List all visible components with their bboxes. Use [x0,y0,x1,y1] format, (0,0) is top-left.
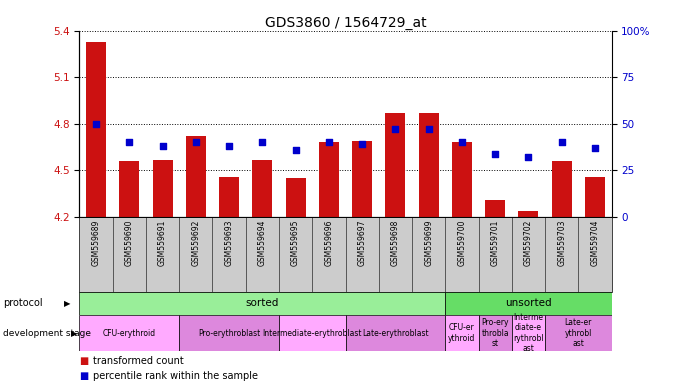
Point [91,121,102,127]
Point [257,139,268,146]
Bar [252,159,272,217]
Bar [452,142,472,217]
Text: Late-er
ythrobl
ast: Late-er ythrobl ast [565,318,592,348]
Point [124,139,135,146]
Text: GSM559697: GSM559697 [358,219,367,266]
Text: Pro-ery
throbla
st: Pro-ery throbla st [482,318,509,348]
Text: GSM559700: GSM559700 [457,219,466,266]
Bar [179,315,279,351]
Text: Pro-erythroblast: Pro-erythroblast [198,329,261,338]
Bar [219,177,239,217]
Text: transformed count: transformed count [93,356,184,366]
Point [290,147,301,153]
Bar [445,315,478,351]
Text: GSM559698: GSM559698 [391,219,400,266]
Bar [120,161,140,217]
Text: GSM559689: GSM559689 [92,219,101,266]
Bar [79,315,179,351]
Text: ▶: ▶ [71,329,78,338]
Text: percentile rank within the sample: percentile rank within the sample [93,371,258,381]
Bar [585,177,605,217]
Text: GSM559690: GSM559690 [125,219,134,266]
Bar [285,178,305,217]
Bar [478,315,512,351]
Bar [445,292,612,315]
Bar [319,142,339,217]
Bar [386,113,406,217]
Text: protocol: protocol [3,298,43,308]
Bar [518,211,538,217]
Text: GSM559694: GSM559694 [258,219,267,266]
Text: GSM559692: GSM559692 [191,219,200,266]
Bar [186,136,206,217]
Text: Late-erythroblast: Late-erythroblast [362,329,428,338]
Text: CFU-er
ythroid: CFU-er ythroid [448,323,475,343]
Text: ▶: ▶ [64,299,71,308]
Bar [512,315,545,351]
Point [490,151,501,157]
Point [556,139,567,146]
Text: GSM559696: GSM559696 [324,219,333,266]
Bar [153,159,173,217]
Text: GSM559695: GSM559695 [291,219,300,266]
Text: ■: ■ [79,356,88,366]
Text: GSM559693: GSM559693 [225,219,234,266]
Bar [352,141,372,217]
Bar [485,200,505,217]
Point [456,139,467,146]
Text: unsorted: unsorted [505,298,551,308]
Point [190,139,201,146]
Point [157,143,168,149]
Point [523,154,534,161]
Point [224,143,235,149]
Text: GSM559704: GSM559704 [590,219,599,266]
Text: GSM559691: GSM559691 [158,219,167,266]
Text: Interme
diate-e
rythrobl
ast: Interme diate-e rythrobl ast [513,313,544,353]
Bar [79,292,445,315]
Text: GSM559701: GSM559701 [491,219,500,266]
Point [323,139,334,146]
Point [357,141,368,147]
Text: GSM559699: GSM559699 [424,219,433,266]
Bar [346,315,445,351]
Text: development stage: development stage [3,329,91,338]
Text: ■: ■ [79,371,88,381]
Bar [419,113,439,217]
Title: GDS3860 / 1564729_at: GDS3860 / 1564729_at [265,16,426,30]
Text: sorted: sorted [246,298,279,308]
Bar [545,315,612,351]
Text: GSM559703: GSM559703 [557,219,566,266]
Point [423,126,434,132]
Bar [86,41,106,217]
Text: GSM559702: GSM559702 [524,219,533,266]
Point [589,145,600,151]
Bar [279,315,346,351]
Text: Intermediate-erythroblast: Intermediate-erythroblast [263,329,362,338]
Text: CFU-erythroid: CFU-erythroid [103,329,156,338]
Point [390,126,401,132]
Bar [551,161,571,217]
